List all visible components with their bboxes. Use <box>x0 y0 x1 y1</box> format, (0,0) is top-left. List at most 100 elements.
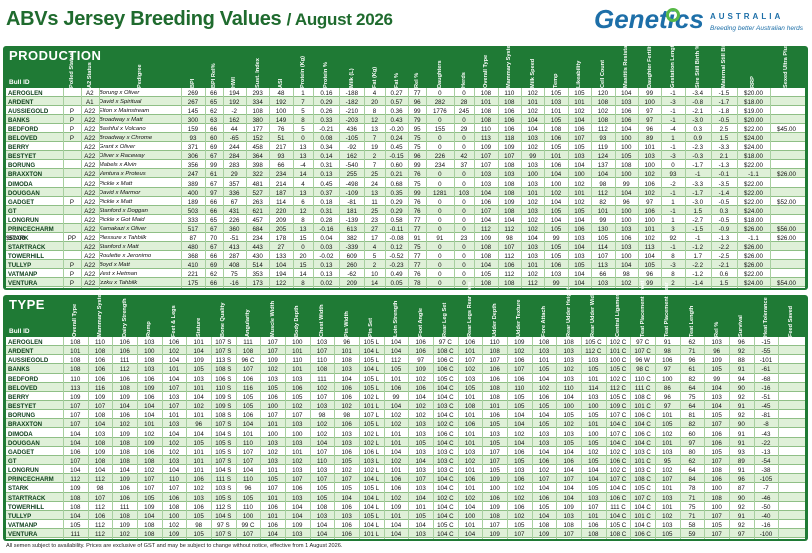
type-value-cell: 103 <box>144 339 155 346</box>
production-value-cell: 106 <box>621 117 632 125</box>
type-value-cell: 110 <box>317 357 327 365</box>
production-value-cell: 0 <box>462 261 466 269</box>
production-col-header: Cell Count <box>599 60 606 88</box>
production-value-cell: 104 <box>480 189 492 197</box>
production-value-cell: 106 <box>621 108 632 116</box>
production-value-cell: 44 <box>230 126 238 134</box>
type-value-cell: 104 <box>341 494 352 502</box>
type-value-cell: 109 <box>292 522 303 529</box>
production-value-cell: 93 <box>189 135 197 143</box>
production-value-cell: 4 <box>372 243 377 251</box>
type-value-cell: 105 <box>390 366 402 374</box>
production-value-cell: A22 <box>84 162 96 170</box>
production-value-cell: 503 <box>187 207 199 215</box>
bull-id-cell: PRINCECHARM <box>8 225 54 233</box>
type-value-cell: 108 C <box>609 531 627 539</box>
bull-id-cell: BELOVED <box>8 384 38 392</box>
production-value-cell: 66 <box>210 198 218 206</box>
production-value-cell: 103 <box>527 243 538 251</box>
production-value-cell: 7 <box>372 135 377 143</box>
type-value-cell: 106 <box>390 476 402 484</box>
type-value-cell: 98 <box>96 485 104 493</box>
type-value-cell: 103 <box>193 494 204 502</box>
production-value-cell: 247 <box>187 171 199 179</box>
bull-id-cell: VATMANP <box>8 522 38 529</box>
type-value-cell: 107 <box>588 503 599 511</box>
production-value-cell: -0.11 <box>389 225 404 233</box>
type-value-cell: 102 <box>514 430 525 438</box>
type-value-cell: 107 <box>489 522 500 529</box>
type-value-cell: 105 <box>267 384 278 392</box>
production-value-cell: 113 <box>481 135 491 143</box>
type-col-header: Feet & Legs <box>171 305 177 337</box>
production-value-cell: 0.21 <box>390 171 403 179</box>
production-value-cell: 0.6 <box>719 271 729 278</box>
production-value-cell: 100 <box>621 171 632 179</box>
production-value-cell: -2.2 <box>718 243 730 251</box>
type-value-cell: 105 <box>489 467 500 475</box>
type-value-cell: 104 <box>514 421 525 429</box>
type-value-cell: 104 S <box>215 467 232 475</box>
type-value-cell: 106 C <box>634 430 651 438</box>
type-value-cell: 102 <box>316 384 328 392</box>
type-value-cell: 92 <box>737 503 745 511</box>
production-value-cell: 1 <box>671 135 675 143</box>
production-value-cell: 100 <box>621 207 632 215</box>
production-value-cell: 103 <box>597 280 609 288</box>
type-value-cell: 98 <box>318 412 326 420</box>
production-value-cell: 11 <box>371 198 378 206</box>
type-col-header: Rel % <box>713 321 720 337</box>
type-value-cell: 109 S <box>215 393 232 401</box>
production-value-cell: -0.20 <box>389 126 404 134</box>
type-value-cell: 107 <box>711 457 722 465</box>
production-value-cell: 1.5 <box>719 280 729 288</box>
production-value-cell: 112 <box>481 225 491 233</box>
type-value-cell: 101 <box>588 421 599 429</box>
type-value-cell: 113 S <box>215 357 232 365</box>
type-value-cell: 106 <box>70 448 81 456</box>
type-value-cell: 109 <box>489 531 500 539</box>
production-value-cell: 108 <box>621 162 632 170</box>
production-value-cell: 82 <box>599 198 607 206</box>
type-value-cell: 105 <box>538 403 550 411</box>
column-divider <box>313 88 314 288</box>
production-value-cell: 103 <box>480 180 492 188</box>
column-divider <box>384 88 386 288</box>
production-value-cell: $26.00 <box>744 252 763 260</box>
type-value-cell: 104 <box>292 512 303 520</box>
production-value-cell: 284 <box>229 153 240 161</box>
production-value-cell: 0.18 <box>320 198 333 206</box>
type-value-cell: 61 <box>688 366 696 374</box>
bull-id-cell: GT <box>8 457 17 465</box>
production-value-cell: 63 <box>210 117 218 125</box>
production-value-cell: 106 <box>621 234 632 242</box>
production-value-cell: -3 <box>670 153 676 161</box>
production-value-cell: 0 <box>438 90 442 97</box>
production-value-cell: -2.7 <box>692 216 704 224</box>
type-value-cell: 99 <box>713 375 721 383</box>
production-value-cell: 69 <box>210 144 218 152</box>
production-value-cell: 101 <box>574 99 585 107</box>
column-divider <box>457 337 459 539</box>
type-value-cell: 103 <box>341 512 352 520</box>
type-value-cell: 112 <box>95 531 105 539</box>
production-table-row: BRAXXTON A22 Ventura x Proteus 247 61 29 322 23… <box>6 169 805 179</box>
type-value-cell: 102 <box>514 348 525 356</box>
production-value-cell: 15 <box>299 234 307 242</box>
type-value-cell: 107 C <box>609 430 627 438</box>
type-value-cell: 105 C <box>437 375 454 383</box>
type-value-cell: 108 <box>70 503 81 511</box>
type-value-cell: 103 <box>168 457 180 465</box>
production-value-cell: 0 <box>301 243 305 251</box>
production-value-cell: 102 <box>574 198 585 206</box>
type-col-header: Loin Strength <box>393 300 399 337</box>
production-value-cell: 192 <box>229 99 240 107</box>
production-value-cell: A22 <box>84 271 96 278</box>
production-value-cell: 0.68 <box>390 180 403 188</box>
production-value-cell: 99 <box>413 108 421 116</box>
production-value-cell: 0 <box>462 171 466 179</box>
type-value-cell: 112 C <box>609 384 627 392</box>
production-value-cell: Kamakazi x Oliver <box>98 225 147 232</box>
type-table-row: BRAXXTON 107 104 102 101 103 96 107 S 104 101 103 1… <box>6 419 805 429</box>
production-value-cell: 0.31 <box>320 207 333 215</box>
